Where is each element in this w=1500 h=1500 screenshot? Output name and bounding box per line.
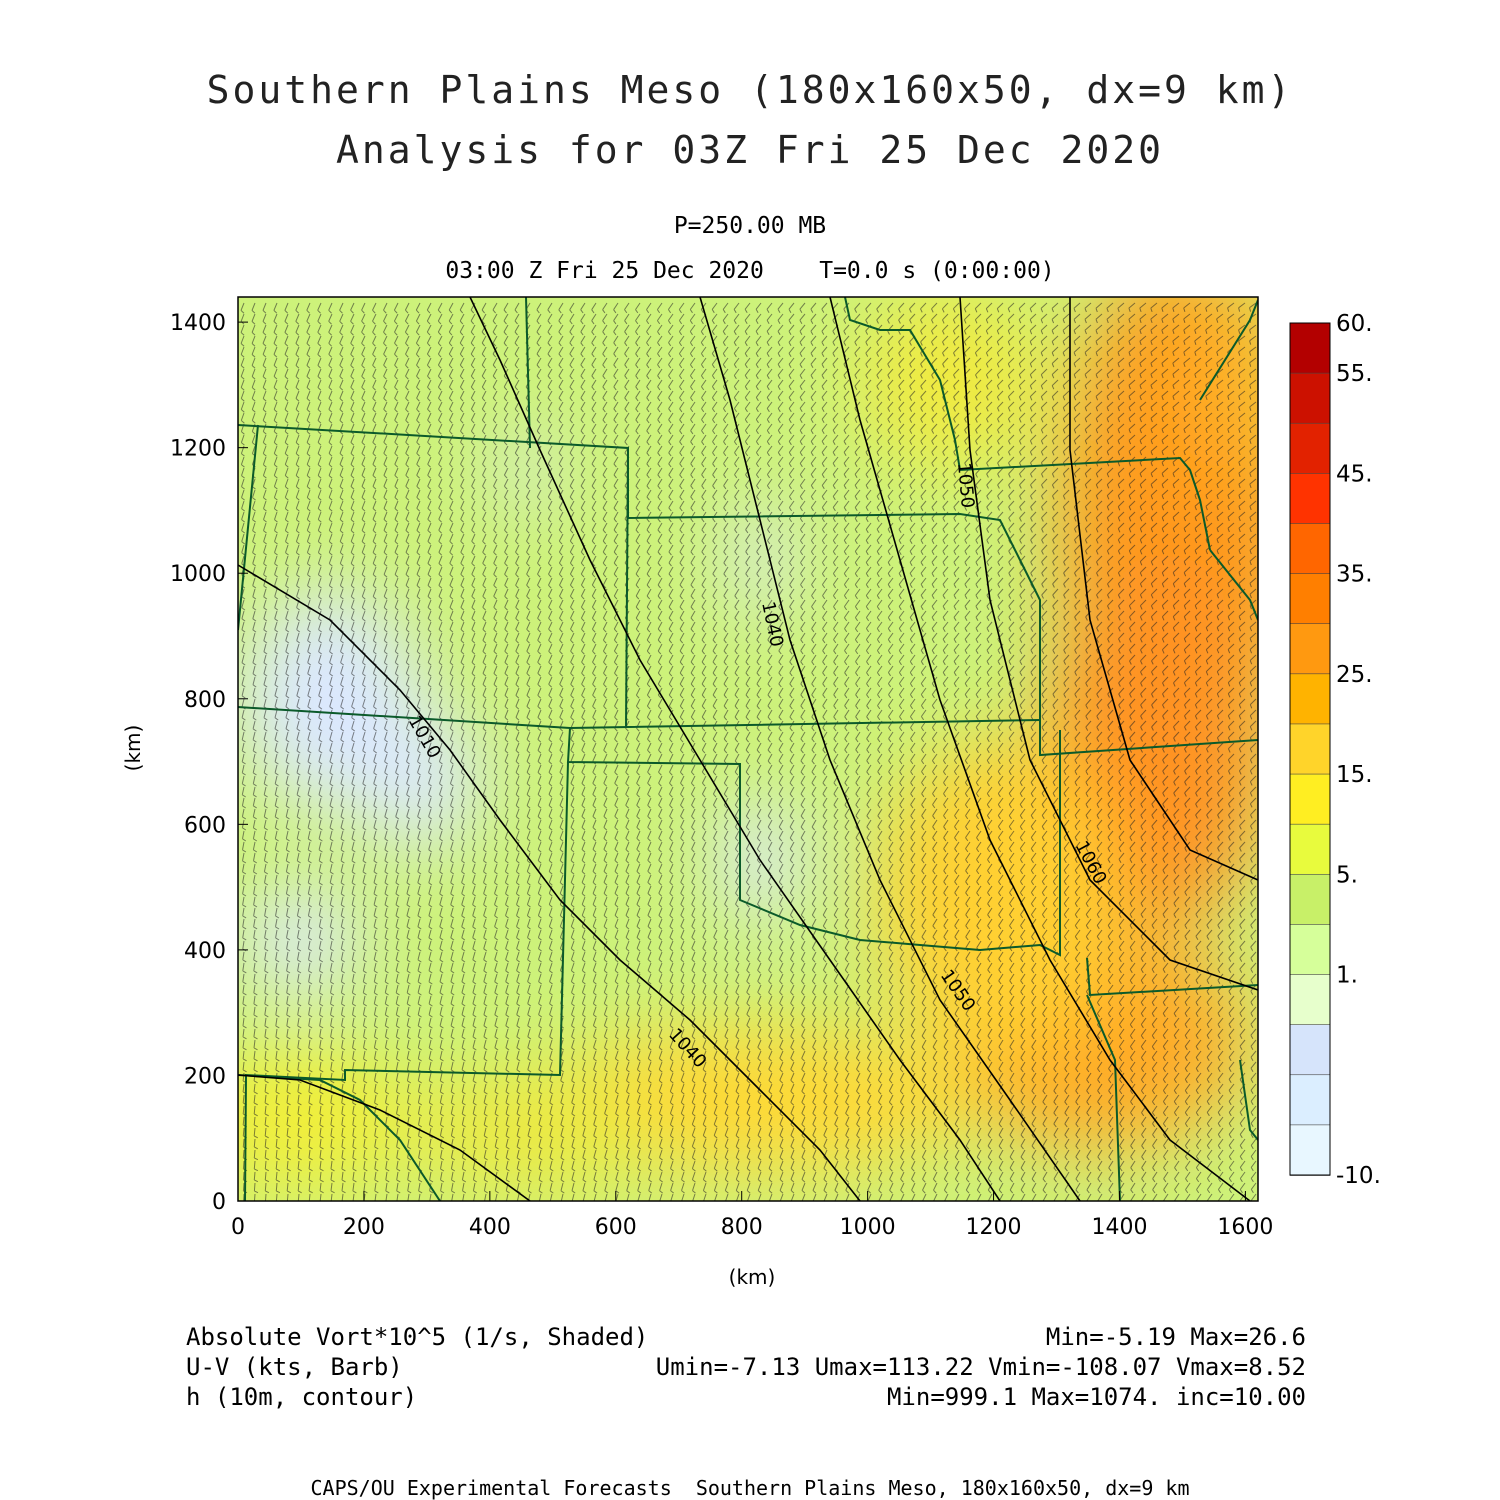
x-axis-label: (km) <box>729 1265 776 1289</box>
colorbar-swatch <box>1289 1024 1331 1076</box>
colorbar-label: 55. <box>1336 361 1373 387</box>
x-axis-ticks: 0 200 400 600 800 1000 1200 1400 1600 <box>231 1191 1273 1240</box>
colorbar: 60. 55. 45. 35. 25. 15. 5. 1. -10. <box>1289 311 1381 1189</box>
x-tick-label: 600 <box>595 1215 637 1240</box>
x-tick-label: 1000 <box>840 1215 896 1240</box>
pressure-level: P=250.00 MB <box>673 213 827 239</box>
title-line-1: Southern Plains Meso (180x160x50, dx=9 k… <box>206 68 1294 112</box>
y-tick-label: 200 <box>184 1064 226 1089</box>
colorbar-label: 5. <box>1336 862 1358 888</box>
colorbar-swatch <box>1289 372 1331 425</box>
plot-frame <box>237 296 1259 1202</box>
height-contours <box>238 297 1258 1201</box>
colorbar-swatch <box>1289 623 1331 675</box>
contour-label: 1050 <box>953 462 978 509</box>
legend-field-3: h (10m, contour) <box>186 1383 418 1411</box>
colorbar-swatch <box>1289 924 1331 976</box>
colorbar-swatch <box>1289 773 1331 825</box>
colorbar-swatch <box>1289 673 1331 725</box>
legend-field-2-stats: Umin=-7.13 Umax=113.22 Vmin=-108.07 Vmax… <box>655 1353 1306 1381</box>
colorbar-swatch <box>1289 523 1331 575</box>
colorbar-swatch <box>1289 1074 1331 1126</box>
y-tick-label: 800 <box>184 688 226 713</box>
colorbar-label: 45. <box>1336 461 1373 487</box>
y-tick-label: 1000 <box>170 562 226 587</box>
colorbar-label: 35. <box>1336 562 1373 588</box>
x-tick-label: 800 <box>721 1215 763 1240</box>
y-axis-label: (km) <box>121 725 145 772</box>
legend-field-3-stats: Min=999.1 Max=1074. inc=10.00 <box>886 1383 1306 1411</box>
colorbar-label: 60. <box>1336 311 1373 337</box>
legend-field-2: U-V (kts, Barb) <box>186 1353 403 1381</box>
x-tick-label: 200 <box>343 1215 385 1240</box>
colorbar-swatch <box>1289 823 1331 876</box>
colorbar-swatch <box>1289 974 1331 1026</box>
colorbar-swatch <box>1289 473 1331 525</box>
colorbar-swatch <box>1289 422 1331 475</box>
y-tick-label: 1200 <box>170 437 226 462</box>
y-axis-ticks: 0 200 400 600 800 1000 1200 1400 <box>170 311 248 1215</box>
colorbar-swatch <box>1289 573 1331 625</box>
y-tick-label: 400 <box>184 939 226 964</box>
legend-field-1-stats: Min=-5.19 Max=26.6 <box>1045 1323 1306 1351</box>
x-tick-label: 1600 <box>1217 1215 1273 1240</box>
title-line-2: Analysis for 03Z Fri 25 Dec 2020 <box>335 128 1165 172</box>
colorbar-swatch <box>1289 873 1331 926</box>
x-tick-label: 1200 <box>966 1215 1022 1240</box>
y-tick-label: 600 <box>184 813 226 838</box>
colorbar-frame <box>1289 322 1331 1176</box>
colorbar-swatch <box>1289 723 1331 775</box>
x-tick-label: 400 <box>469 1215 511 1240</box>
footer-credit: CAPS/OU Experimental Forecasts Southern … <box>310 1476 1190 1500</box>
x-tick-label: 1400 <box>1091 1215 1147 1240</box>
y-tick-label: 0 <box>212 1190 226 1215</box>
x-tick-label: 0 <box>231 1215 245 1240</box>
colorbar-swatch <box>1289 1124 1331 1176</box>
colorbar-label: -10. <box>1336 1163 1381 1189</box>
colorbar-swatch <box>1289 322 1331 374</box>
colorbar-label: 25. <box>1336 662 1373 688</box>
valid-time: 03:00 Z Fri 25 Dec 2020 T=0.0 s (0:00:00… <box>445 258 1055 284</box>
colorbar-label: 15. <box>1336 762 1373 788</box>
colorbar-label: 1. <box>1336 963 1358 989</box>
state-borders <box>238 297 1258 1201</box>
legend-field-1: Absolute Vort*10^5 (1/s, Shaded) <box>186 1323 649 1351</box>
y-tick-label: 1400 <box>170 311 226 336</box>
